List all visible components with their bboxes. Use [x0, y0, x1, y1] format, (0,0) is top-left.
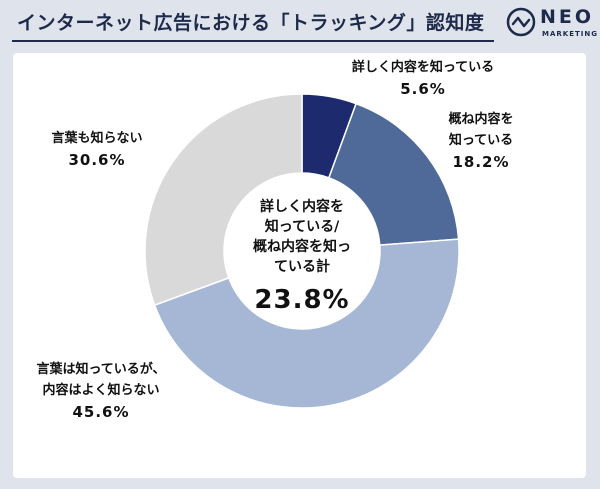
slice-unknown — [144, 93, 303, 307]
logo-wave-icon — [506, 7, 536, 37]
slice-label-detailed-knowledge: 詳しく内容を知っている — [352, 59, 494, 75]
slice-label-word-only: 内容はよく知らない — [42, 382, 159, 398]
slice-label-unknown: 言葉も知らない — [51, 130, 142, 146]
slice-value-detailed-knowledge: 5.6% — [400, 80, 446, 98]
slice-value-general-knowledge: 18.2% — [452, 153, 509, 171]
center-label: ている計 — [274, 258, 330, 275]
header: インターネット広告における「トラッキング」認知度 NEO MARKETING — [0, 0, 600, 48]
chart-title: インターネット広告における「トラッキング」認知度 — [17, 12, 485, 34]
title-underline — [12, 40, 494, 42]
slice-label-general-knowledge: 概ね内容を — [448, 111, 513, 127]
slice-label-word-only: 言葉は知っているが、 — [36, 361, 165, 377]
slice-value-word-only: 45.6% — [72, 403, 129, 421]
slice-value-unknown: 30.6% — [68, 151, 125, 169]
center-value: 23.8% — [254, 285, 349, 315]
center-label: 概ね内容を知っ — [253, 238, 351, 255]
center-label: 詳しく内容を — [260, 198, 344, 215]
neo-marketing-logo: NEO MARKETING — [506, 6, 598, 44]
logo-name: NEO — [540, 6, 595, 28]
chart-panel: 詳しく内容を知っている 5.6% 概ね内容を知っている 18.2% 言葉は知っているが、… — [13, 53, 586, 478]
logo-subtitle: MARKETING — [542, 30, 598, 38]
center-label: 知っている/ — [265, 218, 340, 235]
slice-word-only — [153, 238, 460, 409]
slice-general-knowledge — [327, 102, 460, 246]
slice-label-general-knowledge: 知っている — [449, 132, 513, 148]
